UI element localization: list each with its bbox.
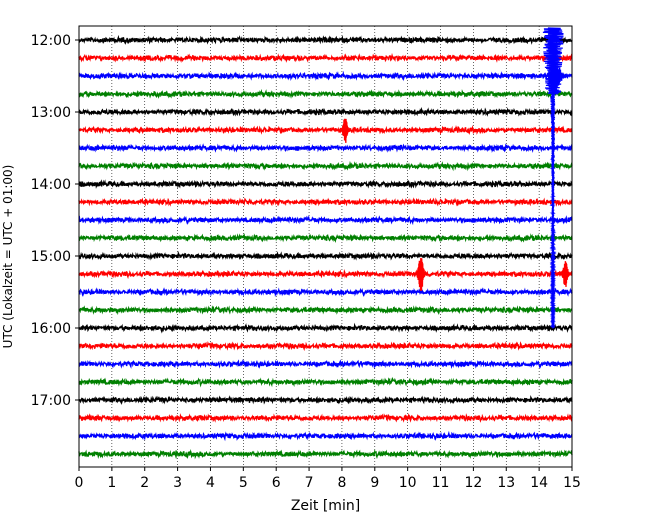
trace-1330	[78, 143, 573, 153]
x-tick-label: 9	[370, 475, 379, 491]
trace-1500	[78, 250, 573, 261]
y-tick-label: 14:00	[31, 177, 71, 193]
trace-1230	[78, 70, 573, 82]
trace-1245	[78, 88, 573, 99]
x-tick-label: 4	[206, 475, 215, 491]
plot-frame	[78, 25, 573, 468]
x-tick-label: 5	[239, 475, 248, 491]
x-tick-label: 1	[107, 475, 116, 491]
y-tick-label: 12:00	[31, 33, 71, 49]
trace-1415	[78, 197, 573, 207]
trace-1215	[78, 52, 573, 63]
trace-1545	[78, 305, 573, 316]
trace-1315	[78, 124, 573, 136]
trace-1445	[78, 233, 573, 244]
x-tick-label: 8	[337, 475, 346, 491]
seismic-events	[339, 27, 572, 329]
trace-1615	[78, 340, 573, 352]
y-tick-label: 16:00	[31, 321, 71, 337]
trace-1645	[78, 376, 573, 388]
x-tick-label: 6	[272, 475, 281, 491]
trace-1345	[78, 160, 573, 172]
trace-1715	[78, 412, 573, 423]
x-tick-label: 2	[140, 475, 149, 491]
x-tick-label: 11	[432, 475, 450, 491]
event-1515-b	[559, 261, 572, 287]
x-tick-label: 15	[563, 475, 581, 491]
event-1515-a	[413, 257, 428, 291]
trace-1700	[78, 394, 573, 406]
trace-1745	[78, 449, 573, 460]
trace-1730	[78, 430, 573, 442]
trace-1600	[78, 322, 573, 334]
x-tick-label: 0	[75, 475, 84, 491]
trace-1200	[78, 34, 573, 45]
x-tick-label: 10	[399, 475, 417, 491]
x-tick-label: 14	[530, 475, 548, 491]
trace-1630	[78, 359, 573, 370]
x-axis-ticks: 0 1 2 3 4 5 6 7 8 9 10 11 12 13 14 15	[75, 467, 581, 491]
x-tick-label: 12	[464, 475, 482, 491]
trace-1300	[78, 106, 573, 117]
event-1315	[339, 118, 352, 143]
event-1230-burst	[545, 66, 570, 88]
x-axis-label: Zeit [min]	[291, 498, 360, 514]
trace-1530	[78, 287, 573, 298]
seismogram-traces	[78, 34, 573, 460]
y-tick-label: 13:00	[31, 105, 71, 121]
x-tick-label: 7	[305, 475, 314, 491]
trace-1430	[78, 214, 573, 226]
y-axis-label: UTC (Lokalzeit = UTC + 01:00)	[1, 165, 15, 349]
trace-1400	[78, 179, 573, 189]
y-axis-ticks: 12:00 13:00 14:00 15:00 16:00 17:00	[31, 33, 79, 409]
trace-1515	[78, 269, 573, 280]
x-tick-label: 13	[497, 475, 515, 491]
y-tick-label: 15:00	[31, 249, 71, 265]
y-tick-label: 17:00	[31, 393, 71, 409]
x-tick-label: 3	[173, 475, 182, 491]
